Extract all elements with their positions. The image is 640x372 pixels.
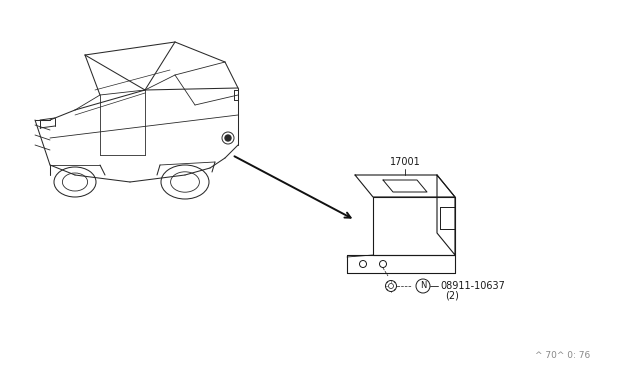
Text: 17001: 17001	[390, 157, 420, 167]
Text: ^ 70^ 0: 76: ^ 70^ 0: 76	[535, 351, 590, 360]
Text: (2): (2)	[445, 291, 459, 301]
Text: 08911-10637: 08911-10637	[440, 281, 505, 291]
Text: N: N	[420, 282, 426, 291]
Circle shape	[225, 135, 231, 141]
